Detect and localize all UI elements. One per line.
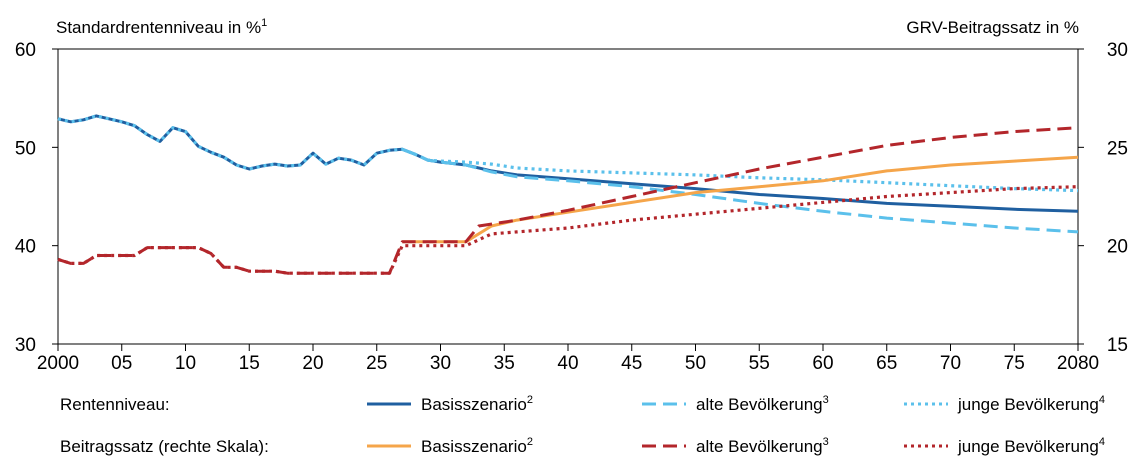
legend-entry-footnote: 3	[823, 394, 829, 406]
left-axis-title-footnote: 1	[261, 17, 267, 29]
x-tick-label: 30	[430, 353, 451, 374]
legend-entry: alte Bevölkerung3	[696, 436, 829, 456]
y-right-tick-label: 30	[1107, 40, 1128, 61]
y-right-tick-label: 20	[1107, 237, 1128, 258]
x-tick-label: 2000	[37, 353, 79, 374]
x-tick-label: 15	[239, 353, 260, 374]
x-tick-label: 40	[557, 353, 578, 374]
series-line-bs_basis	[402, 155, 1079, 244]
x-tick-label: 50	[685, 353, 706, 374]
legend-entry-footnote: 4	[1099, 436, 1105, 448]
x-tick-label: 70	[940, 353, 961, 374]
legend-entry-label: Basisszenario	[421, 437, 527, 456]
x-tick-label: 75	[1004, 353, 1025, 374]
x-tick-label: 55	[749, 353, 770, 374]
legend-entry-label: junge Bevölkerung	[957, 395, 1099, 414]
legend-entry-footnote: 2	[527, 394, 533, 406]
legend-entry: Basisszenario2	[421, 436, 533, 456]
x-tick-label: 60	[812, 353, 833, 374]
legend-entry-label: Basisszenario	[421, 395, 527, 414]
legend-entry: Basisszenario2	[421, 394, 533, 414]
series-line-rn_jung	[57, 114, 1079, 193]
x-tick-label: 10	[175, 353, 196, 374]
legend-entry-label: alte Bevölkerung	[696, 437, 823, 456]
legend-row-label: Rentenniveau:	[60, 395, 170, 414]
x-tick-label: 20	[302, 353, 323, 374]
legend-entry: alte Bevölkerung3	[696, 394, 829, 414]
x-tick-label: 45	[621, 353, 642, 374]
legend-entry: junge Bevölkerung4	[957, 394, 1105, 414]
legend-entry: junge Bevölkerung4	[957, 436, 1105, 456]
series-line-bs_jung	[57, 185, 1079, 275]
y-left-tick-label: 30	[15, 335, 36, 356]
x-tick-label: 2080	[1057, 353, 1099, 374]
y-left-tick-label: 50	[15, 138, 36, 159]
left-axis-title: Standardrentenniveau in %1	[56, 17, 267, 37]
series-line-rn_basis	[57, 114, 1079, 213]
legend-entry-label: junge Bevölkerung	[957, 437, 1099, 456]
y-left-tick-label: 40	[15, 237, 36, 258]
y-right-tick-label: 15	[1107, 335, 1128, 356]
series-line-bs_alt	[57, 126, 1079, 275]
right-axis-title: GRV-Beitragssatz in %	[906, 18, 1079, 37]
x-tick-label: 35	[494, 353, 515, 374]
x-tick-label: 25	[366, 353, 387, 374]
plot-frame	[57, 48, 1079, 345]
legend-entry-footnote: 3	[823, 436, 829, 448]
y-left-tick-label: 60	[15, 40, 36, 61]
x-tick-label: 65	[876, 353, 897, 374]
y-right-tick-label: 25	[1107, 138, 1128, 159]
x-tick-label: 05	[111, 353, 132, 374]
legend-entry-footnote: 4	[1099, 394, 1105, 406]
legend-entry-label: alte Bevölkerung	[696, 395, 823, 414]
legend-entry-footnote: 2	[527, 436, 533, 448]
legend-row-label: Beitragssatz (rechte Skala):	[60, 437, 269, 456]
